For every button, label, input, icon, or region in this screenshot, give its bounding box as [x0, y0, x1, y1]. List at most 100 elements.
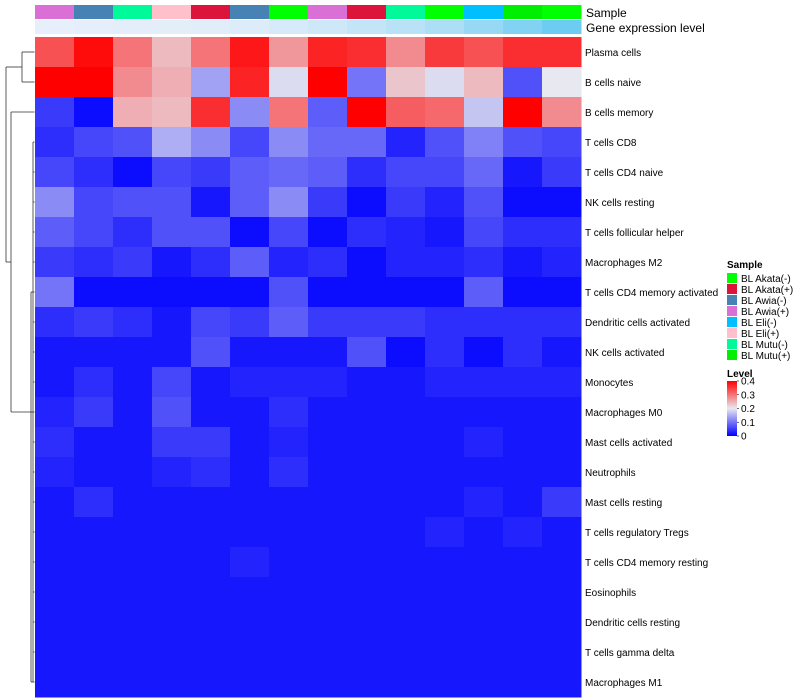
heatmap-cell: [386, 277, 426, 308]
heatmap-cell: [347, 337, 387, 368]
heatmap-cell: [464, 337, 504, 368]
heatmap-cell: [464, 97, 504, 128]
heatmap-cell: [542, 457, 582, 488]
heatmap-cell: [74, 277, 114, 308]
sample-legend-swatch: [727, 339, 737, 349]
heatmap-cell: [230, 307, 270, 338]
heatmap-cell: [464, 577, 504, 608]
row-label: T cells CD8: [585, 138, 637, 149]
row-dendrogram: [5, 51, 35, 683]
heatmap-cell: [308, 637, 348, 668]
heatmap-cell: [269, 277, 309, 308]
heatmap-cell: [347, 577, 387, 608]
heatmap-cell: [230, 607, 270, 638]
heatmap-cell: [386, 457, 426, 488]
heatmap-cell: [386, 487, 426, 518]
row-labels: Plasma cells B cells naive B cells memory T…: [585, 48, 718, 689]
heatmap-cell: [386, 337, 426, 368]
heatmap-cell: [152, 337, 192, 368]
heatmap-cell: [74, 157, 114, 188]
heatmap-cell: [464, 187, 504, 218]
heatmap-cell: [542, 157, 582, 188]
heatmap-cell: [35, 247, 75, 278]
heatmap-cell: [191, 427, 231, 458]
sample-annotation-cell: [113, 5, 153, 19]
heatmap-cell: [503, 637, 543, 668]
heatmap-cell: [230, 337, 270, 368]
heatmap-cell: [425, 427, 465, 458]
heatmap-cell: [308, 577, 348, 608]
heatmap-cell: [503, 517, 543, 548]
heatmap-cell: [269, 307, 309, 338]
heatmap-cell: [35, 607, 75, 638]
sample-legend-label: BL Mutu(-): [741, 340, 788, 351]
heatmap-cell: [74, 427, 114, 458]
heatmap-cell: [191, 277, 231, 308]
heatmap-cell: [113, 187, 153, 218]
heatmap-cell: [191, 337, 231, 368]
sample-legend-label: BL Akata(-): [741, 274, 791, 285]
heatmap-cell: [230, 67, 270, 98]
heatmap-cell: [542, 277, 582, 308]
heatmap-cell: [542, 367, 582, 398]
level-colorbar: [727, 381, 737, 436]
heatmap-cell: [308, 307, 348, 338]
heatmap-cell: [113, 547, 153, 578]
heatmap-cell: [464, 667, 504, 698]
sample-annotation-cell: [542, 5, 582, 19]
heatmap-cell: [74, 337, 114, 368]
heatmap-cell: [35, 37, 75, 68]
heatmap-cell: [464, 37, 504, 68]
heatmap-cell: [386, 157, 426, 188]
heatmap-cell: [191, 97, 231, 128]
heatmap-cell: [269, 97, 309, 128]
heatmap-cell: [464, 397, 504, 428]
heatmap-cell: [542, 397, 582, 428]
gene-expression-annotation-cell: [113, 20, 153, 34]
heatmap-cell: [113, 367, 153, 398]
level-legend-ticks: 0.4 0.3 0.2 0.1 0: [737, 377, 755, 443]
heatmap-cell: [191, 367, 231, 398]
heatmap-cell: [542, 217, 582, 248]
heatmap-cell: [503, 127, 543, 158]
heatmap-cell: [152, 367, 192, 398]
heatmap-cell: [347, 607, 387, 638]
heatmap-cell: [308, 607, 348, 638]
heatmap-cell: [152, 397, 192, 428]
heatmap-cell: [113, 97, 153, 128]
heatmap-cell: [542, 247, 582, 278]
heatmap-cell: [152, 577, 192, 608]
heatmap-cell: [113, 397, 153, 428]
level-legend-tick-label: 0: [741, 432, 747, 443]
heatmap-cell: [152, 547, 192, 578]
heatmap-cell: [347, 637, 387, 668]
heatmap-cell: [152, 667, 192, 698]
heatmap-cell: [425, 157, 465, 188]
heatmap-cell: [152, 517, 192, 548]
heatmap-cell: [347, 157, 387, 188]
sample-annotation-cell: [191, 5, 231, 19]
heatmap-cell: [230, 247, 270, 278]
heatmap-cell: [113, 277, 153, 308]
heatmap-cell: [230, 457, 270, 488]
heatmap-cell: [269, 367, 309, 398]
heatmap-cell: [464, 217, 504, 248]
heatmap-cell: [269, 217, 309, 248]
heatmap-cell: [230, 517, 270, 548]
sample-legend-label: BL Eli(-): [741, 318, 777, 329]
heatmap-cell: [308, 37, 348, 68]
heatmap-cell: [269, 517, 309, 548]
heatmap-cell: [464, 517, 504, 548]
heatmap-cell: [152, 187, 192, 218]
sample-legend-label: BL Awia(+): [741, 307, 789, 318]
heatmap-cell: [269, 247, 309, 278]
gene-expression-annotation-cell: [503, 20, 543, 34]
heatmap-cell: [542, 127, 582, 158]
gene-expression-annotation-cell: [191, 20, 231, 34]
heatmap-cell: [74, 367, 114, 398]
heatmap-cell: [35, 337, 75, 368]
heatmap-cell: [503, 577, 543, 608]
heatmap-cell: [269, 487, 309, 518]
heatmap-cell: [74, 97, 114, 128]
heatmap-cell: [347, 367, 387, 398]
